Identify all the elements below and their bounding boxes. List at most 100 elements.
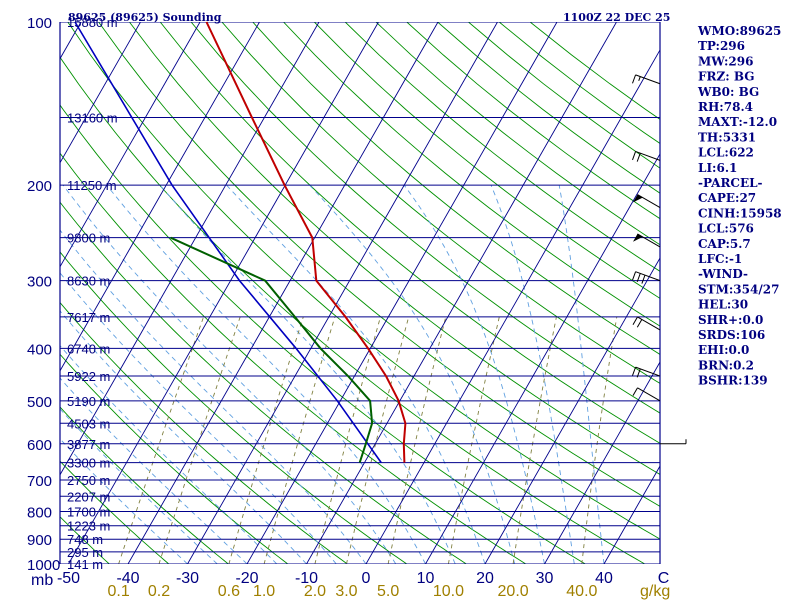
pressure-tick-label: 800: [27, 504, 52, 521]
wind-barb-full: [636, 319, 643, 328]
height-tick-label: 295 m: [67, 545, 103, 560]
pressure-unit-label: mb: [31, 572, 53, 589]
wind-barb-half: [638, 76, 641, 81]
pressure-tick-label: 1000: [27, 557, 60, 574]
temperature-tick-label: 20: [476, 570, 494, 587]
mixing-ratio-tick-label: 20.0: [498, 583, 529, 600]
pressure-tick-label: 900: [27, 532, 52, 549]
wind-barb-full: [636, 368, 641, 378]
wind-barb: [632, 233, 661, 248]
wind-barb: [632, 387, 661, 402]
temperature-trace-line: [205, 21, 407, 463]
height-tick-label: 4503 m: [67, 416, 110, 431]
chart-time: 1100Z 22 DEC 25: [563, 11, 670, 24]
mixing-ratio-line: [263, 316, 336, 564]
sounding-index-item: TH:5331: [698, 130, 756, 144]
mixing-ratio-line: [447, 316, 500, 564]
wind-barb: [632, 150, 661, 162]
wind-barb-full: [636, 273, 641, 283]
height-tick-label: 9800 m: [67, 231, 110, 246]
pressure-tick-label: 400: [27, 341, 52, 358]
temperature-tick-label: 0: [362, 570, 371, 587]
wind-barb: [632, 366, 661, 378]
sounding-index-item: BSHR:139: [698, 374, 768, 388]
wind-barb: [632, 194, 661, 209]
wind-barb-full: [636, 153, 641, 162]
wind-barb-shaft: [635, 74, 661, 85]
pressure-tick-label: 700: [27, 473, 52, 490]
sounding-index-item: SRDS:106: [698, 328, 765, 342]
isotherm-line: [306, 22, 617, 564]
sounding-index-item: MAXT:-12.0: [698, 115, 777, 129]
mixing-ratio-tick-label: 3.0: [335, 583, 357, 600]
pressure-tick-label: 500: [27, 394, 52, 411]
sounding-index-item: MW:296: [698, 54, 753, 68]
wind-barb: [632, 74, 661, 85]
sounding-index-item: TP:296: [698, 39, 745, 53]
wind-barb-flag: [632, 233, 643, 242]
wind-barb-flag: [632, 194, 643, 203]
sounding-index-item: LI:6.1: [698, 161, 737, 175]
mixing-ratio-line: [118, 316, 205, 564]
height-tick-label: 15880 m: [67, 15, 118, 30]
mixing-ratio-tick-label: 0.6: [218, 583, 240, 600]
height-tick-label: 3877 m: [67, 437, 110, 452]
pressure-tick-label: 600: [27, 437, 52, 454]
sounding-index-item: CINH:15958: [698, 206, 782, 220]
isotherm-line: [127, 22, 439, 564]
mixing-ratio-line: [346, 316, 410, 564]
height-tick-label: 8630 m: [67, 274, 110, 289]
sounding-index-item: STM:354/27: [698, 282, 779, 296]
isotherm-line: [60, 22, 260, 372]
wind-barb: [632, 271, 661, 284]
pressure-tick-label: 200: [27, 178, 52, 195]
wind-barb-shaft: [635, 271, 661, 282]
sounding-index-item: WB0: BG: [697, 85, 759, 99]
mixing-ratio-line: [387, 316, 447, 564]
sounding-index-item: -PARCEL-: [698, 176, 763, 190]
wind-barb-full: [632, 271, 637, 281]
wind-barb-shaft: [635, 366, 661, 377]
wind-barb-shaft: [637, 387, 661, 402]
temperature-tick-label: 10: [417, 570, 435, 587]
temperature-tick-label: 30: [536, 570, 554, 587]
sounding-index-item: EHI:0.0: [698, 343, 749, 357]
isotherm-line: [603, 465, 660, 564]
sounding-index-item: FRZ: BG: [698, 70, 754, 84]
wind-barb-layer: [632, 74, 687, 445]
temperature-tick-label: -50: [57, 570, 80, 587]
temperature-tick-label: -30: [176, 570, 199, 587]
isotherm-line: [60, 22, 201, 268]
mixing-ratio-line: [512, 316, 557, 564]
pressure-tick-label: 300: [27, 274, 52, 291]
mixing-ratio-unit-label: g/kg: [640, 583, 670, 600]
profile-layer: [74, 21, 407, 464]
isotherm-line: [187, 22, 498, 564]
mixing-ratio-tick-label: 2.0: [304, 583, 326, 600]
wind-barb: [660, 439, 687, 445]
temperature-tick-label: C: [658, 570, 670, 587]
height-tick-label: 2207 m: [67, 489, 110, 504]
dewpoint-trace-line: [170, 236, 374, 463]
sounding-index-item: LFC:-1: [698, 252, 742, 266]
wind-barb-shaft: [635, 150, 661, 161]
mixing-ratio-line: [158, 316, 241, 564]
sounding-index-item: SHR+:0.0: [698, 313, 763, 327]
isotherm-line: [68, 22, 379, 564]
isotherm-line: [544, 361, 660, 564]
isotherm-line: [484, 257, 660, 564]
wind-barb: [632, 316, 661, 331]
sounding-index-item: RH:78.4: [698, 100, 753, 114]
wind-barb-full: [632, 151, 637, 161]
isotherm-line: [246, 22, 558, 564]
temperature-tick-label: -40: [116, 570, 139, 587]
wind-barb-full: [632, 387, 638, 396]
height-tick-label: 11250 m: [67, 178, 117, 193]
height-tick-label: 3300 m: [67, 456, 110, 471]
wind-barb-full: [632, 316, 638, 326]
mixing-ratio-tick-label: 5.0: [377, 583, 399, 600]
